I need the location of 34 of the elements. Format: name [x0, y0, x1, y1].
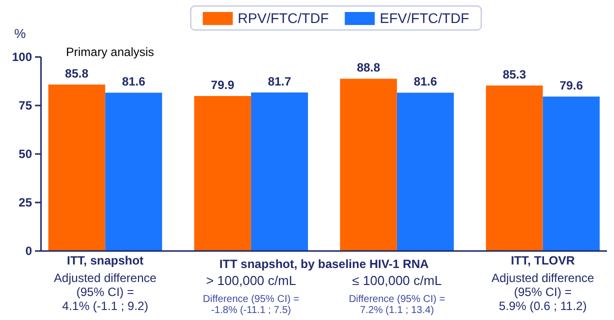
text: Adjusted difference (95% CI) = 5.9% (0.6 ; 11.2) — [492, 271, 594, 313]
data-label: 79.6 — [560, 78, 584, 93]
bar — [340, 78, 397, 251]
bar — [105, 92, 162, 251]
legend-label: EFV/FTC/TDF — [380, 10, 470, 26]
annotation: Primary analysis — [66, 45, 154, 59]
y-tick-label: 75 — [18, 98, 32, 112]
data-label: 79.9 — [210, 78, 235, 92]
x-tick-label: ITT, snapshot — [66, 254, 144, 268]
text: Adjusted difference (95% CI) = 4.1% (-1.1 ; 9.2) — [54, 271, 157, 313]
bar — [194, 96, 252, 251]
x-tick-label: ITT, TLOVR — [510, 254, 576, 268]
y-tick-label: 0 — [25, 244, 32, 258]
y-tick-label: 100 — [12, 50, 32, 64]
text: ITT snapshot, by baseline HIV-1 RNA — [219, 257, 430, 271]
data-label: 88.8 — [356, 60, 380, 75]
data-label: 81.7 — [268, 74, 292, 88]
text: Difference (95% CI) = -1.8% (-11.1 ; 7.5) — [202, 294, 300, 316]
data-label: 85.8 — [65, 66, 89, 81]
y-axis-title: % — [14, 26, 26, 41]
y-tick-label: 25 — [18, 195, 32, 210]
data-label: 85.3 — [502, 68, 526, 82]
bar — [486, 86, 543, 251]
legend-label: RPV/FTC/TDF — [238, 10, 329, 26]
data-label: 81.6 — [122, 74, 146, 89]
x-tick-label: > 100,000 c/mL — [206, 273, 296, 288]
bar — [396, 92, 454, 251]
data-label: 81.6 — [414, 74, 438, 89]
bar — [542, 96, 600, 251]
x-tick-label: ≤ 100,000 c/mL — [352, 273, 442, 288]
bar — [48, 84, 106, 251]
y-tick-label: 50 — [18, 146, 32, 161]
bar — [251, 92, 308, 251]
text: Difference (95% CI) = 7.2% (1.1 ; 13.4) — [348, 294, 446, 316]
